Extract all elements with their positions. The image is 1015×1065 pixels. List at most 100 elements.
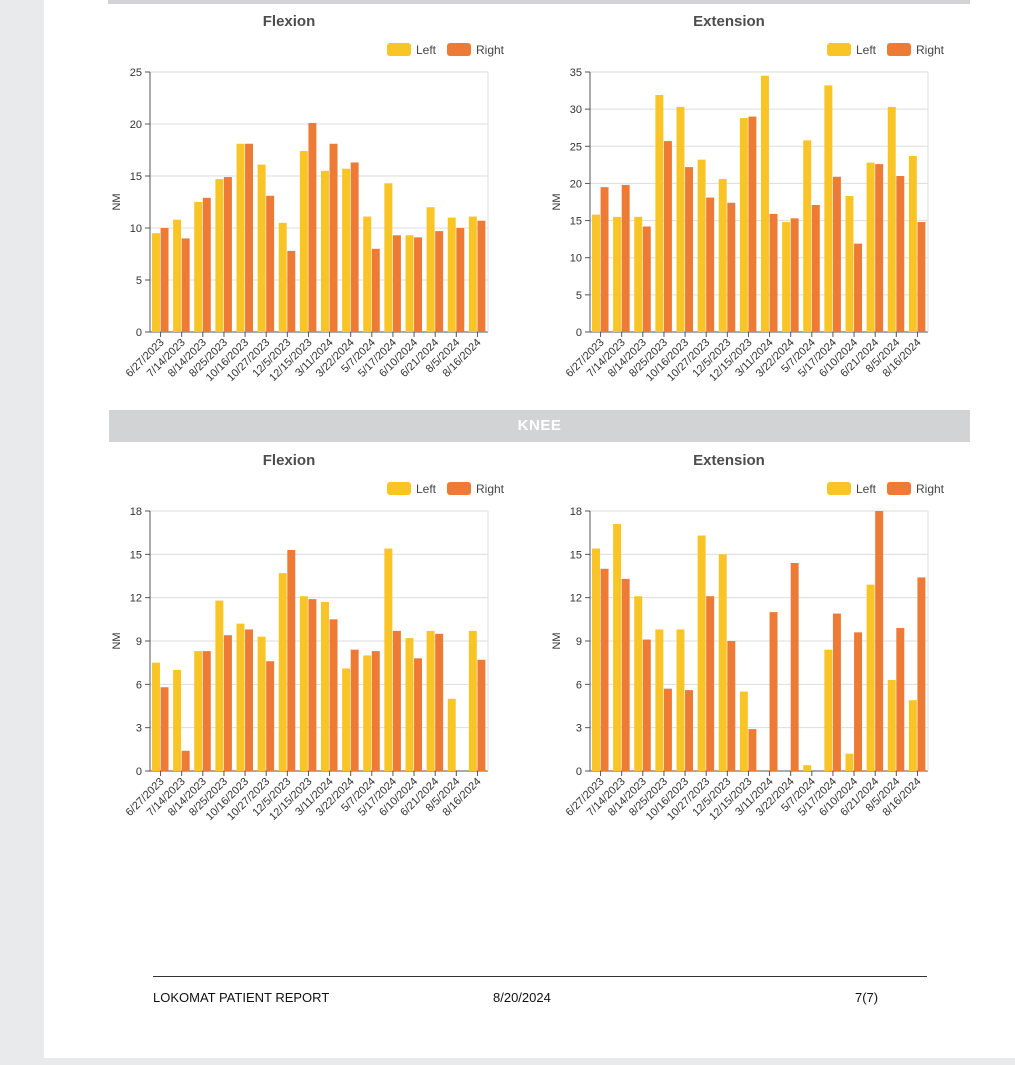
bar-right[interactable] <box>202 197 211 332</box>
bar-left[interactable] <box>613 216 622 332</box>
bar-left[interactable] <box>236 143 245 332</box>
bar-left[interactable] <box>299 151 308 332</box>
bar-left[interactable] <box>803 140 812 332</box>
legend-swatch-right[interactable] <box>447 43 471 56</box>
bar-right[interactable] <box>832 613 841 771</box>
bar-right[interactable] <box>181 238 190 332</box>
bar-right[interactable] <box>477 659 486 771</box>
bar-right[interactable] <box>663 141 672 332</box>
bar-left[interactable] <box>299 596 308 771</box>
legend-swatch-right[interactable] <box>887 482 911 495</box>
legend-swatch-right[interactable] <box>447 482 471 495</box>
bar-right[interactable] <box>287 550 296 771</box>
bar-right[interactable] <box>917 222 926 332</box>
bar-right[interactable] <box>329 143 338 332</box>
bar-left[interactable] <box>697 535 706 771</box>
bar-left[interactable] <box>718 178 727 332</box>
legend-swatch-right[interactable] <box>887 43 911 56</box>
bar-right[interactable] <box>435 633 444 771</box>
bar-left[interactable] <box>468 630 477 771</box>
bar-left[interactable] <box>468 216 477 332</box>
bar-right[interactable] <box>896 176 905 332</box>
bar-left[interactable] <box>655 629 664 771</box>
bar-right[interactable] <box>875 511 884 771</box>
bar-left[interactable] <box>363 655 372 771</box>
bar-right[interactable] <box>435 231 444 332</box>
legend-swatch-left[interactable] <box>827 482 851 495</box>
bar-left[interactable] <box>215 600 224 771</box>
bar-left[interactable] <box>173 219 182 332</box>
bar-right[interactable] <box>769 612 778 771</box>
bar-right[interactable] <box>727 202 736 332</box>
bar-right[interactable] <box>414 658 423 771</box>
bar-right[interactable] <box>350 162 359 332</box>
bar-right[interactable] <box>790 563 799 771</box>
bar-left[interactable] <box>613 524 622 771</box>
bar-left[interactable] <box>908 700 917 771</box>
bar-left[interactable] <box>634 216 643 332</box>
bar-left[interactable] <box>845 196 854 332</box>
bar-right[interactable] <box>392 630 401 771</box>
bar-right[interactable] <box>600 187 609 332</box>
bar-left[interactable] <box>447 698 456 771</box>
bar-left[interactable] <box>655 95 664 333</box>
bar-left[interactable] <box>278 573 287 771</box>
bar-left[interactable] <box>845 753 854 771</box>
bar-left[interactable] <box>887 680 896 771</box>
bar-left[interactable] <box>866 162 875 332</box>
bar-right[interactable] <box>245 143 254 332</box>
bar-right[interactable] <box>642 226 651 332</box>
bar-left[interactable] <box>342 168 351 332</box>
bar-left[interactable] <box>173 669 182 771</box>
bar-right[interactable] <box>477 220 486 332</box>
bar-right[interactable] <box>160 687 169 771</box>
bar-left[interactable] <box>824 85 833 332</box>
bar-right[interactable] <box>308 599 317 771</box>
bar-right[interactable] <box>600 568 609 771</box>
bar-right[interactable] <box>329 619 338 771</box>
bar-left[interactable] <box>321 602 329 771</box>
bar-right[interactable] <box>350 649 359 771</box>
bar-left[interactable] <box>426 207 435 332</box>
bar-left[interactable] <box>676 629 685 771</box>
bar-right[interactable] <box>854 632 863 771</box>
bar-left[interactable] <box>194 202 203 332</box>
bar-left[interactable] <box>152 662 160 771</box>
bar-left[interactable] <box>152 233 160 332</box>
bar-left[interactable] <box>718 554 727 771</box>
bar-left[interactable] <box>908 155 917 332</box>
bar-right[interactable] <box>160 228 169 332</box>
bar-right[interactable] <box>245 629 254 771</box>
bar-right[interactable] <box>727 641 736 771</box>
bar-right[interactable] <box>875 164 884 332</box>
bar-right[interactable] <box>266 195 275 332</box>
bar-right[interactable] <box>685 167 694 332</box>
bar-left[interactable] <box>426 630 435 771</box>
bar-right[interactable] <box>917 577 926 771</box>
bar-left[interactable] <box>405 638 414 771</box>
bar-left[interactable] <box>194 651 203 771</box>
legend-swatch-left[interactable] <box>387 482 411 495</box>
bar-right[interactable] <box>308 122 317 333</box>
bar-right[interactable] <box>202 651 211 771</box>
bar-right[interactable] <box>832 176 841 332</box>
bar-right[interactable] <box>392 235 401 332</box>
bar-left[interactable] <box>384 183 393 332</box>
bar-left[interactable] <box>592 214 600 332</box>
bar-right[interactable] <box>663 688 672 771</box>
bar-right[interactable] <box>414 237 423 332</box>
bar-left[interactable] <box>697 159 706 332</box>
bar-left[interactable] <box>321 170 329 332</box>
bar-left[interactable] <box>405 235 414 332</box>
bar-left[interactable] <box>257 164 266 332</box>
bar-left[interactable] <box>257 636 266 771</box>
bar-right[interactable] <box>223 177 232 332</box>
bar-right[interactable] <box>266 661 275 771</box>
bar-right[interactable] <box>371 248 380 332</box>
bar-right[interactable] <box>621 578 630 771</box>
bar-right[interactable] <box>706 197 715 332</box>
bar-right[interactable] <box>621 184 630 332</box>
bar-left[interactable] <box>676 106 685 333</box>
bar-left[interactable] <box>634 596 643 771</box>
bar-left[interactable] <box>782 222 791 332</box>
